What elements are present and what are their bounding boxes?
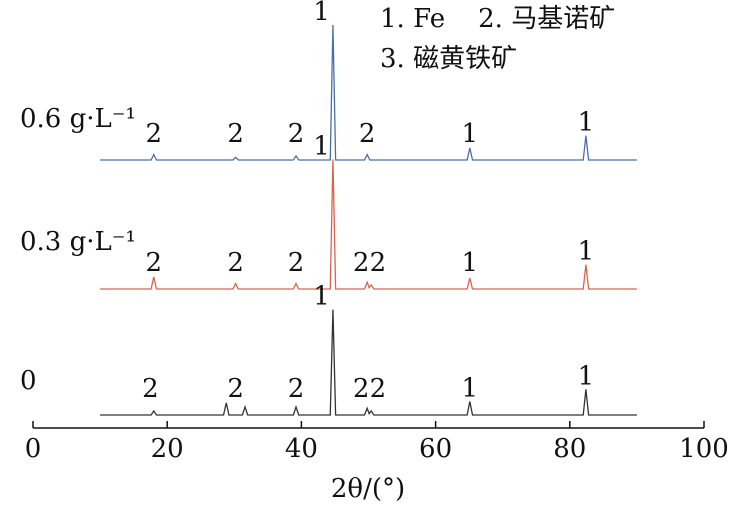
x-tick-label: 20 bbox=[151, 434, 184, 464]
peak-label: 2 bbox=[288, 248, 305, 278]
x-tick-label: 60 bbox=[419, 434, 452, 464]
peak-label: 1 bbox=[578, 237, 595, 267]
peak-label: 1 bbox=[462, 248, 479, 278]
peak-label: 2 bbox=[227, 119, 244, 149]
peak-label: 2 bbox=[288, 374, 305, 404]
peak-label: 2 bbox=[288, 119, 305, 149]
peak-label: 1 bbox=[462, 119, 479, 149]
x-tick-label: 100 bbox=[679, 434, 729, 464]
peak-label: 2 bbox=[146, 119, 163, 149]
peak-label: 1 bbox=[313, 0, 330, 27]
peak-label: 2 bbox=[353, 248, 370, 278]
peak-label: 2 bbox=[146, 248, 163, 278]
peak-label: 1 bbox=[578, 108, 595, 138]
xrd-trace bbox=[100, 24, 637, 161]
legend-line: 3. 磁黄铁矿 bbox=[380, 44, 517, 74]
peak-label: 2 bbox=[142, 374, 159, 404]
xrd-trace bbox=[100, 159, 637, 290]
xrd-trace bbox=[100, 309, 637, 416]
peak-label: 1 bbox=[313, 131, 330, 161]
x-axis-label: 2θ/(°) bbox=[331, 474, 405, 504]
series-label: 0.6 g·L⁻¹ bbox=[20, 104, 136, 134]
peak-label: 2 bbox=[370, 374, 387, 404]
x-tick-label: 80 bbox=[553, 434, 586, 464]
peak-label: 1 bbox=[462, 374, 479, 404]
peak-label: 2 bbox=[359, 119, 376, 149]
x-tick-label: 40 bbox=[285, 434, 318, 464]
legend-line: 1. Fe 2. 马基诺矿 bbox=[380, 4, 615, 34]
peak-label: 2 bbox=[227, 374, 244, 404]
series-label: 0.3 g·L⁻¹ bbox=[20, 227, 136, 257]
peak-label: 1 bbox=[578, 361, 595, 391]
peak-label: 2 bbox=[227, 248, 244, 278]
x-tick-label: 0 bbox=[25, 434, 42, 464]
series-label: 0 bbox=[20, 366, 37, 396]
peak-label: 1 bbox=[313, 282, 330, 312]
peak-label: 2 bbox=[353, 374, 370, 404]
peak-label: 2 bbox=[370, 248, 387, 278]
